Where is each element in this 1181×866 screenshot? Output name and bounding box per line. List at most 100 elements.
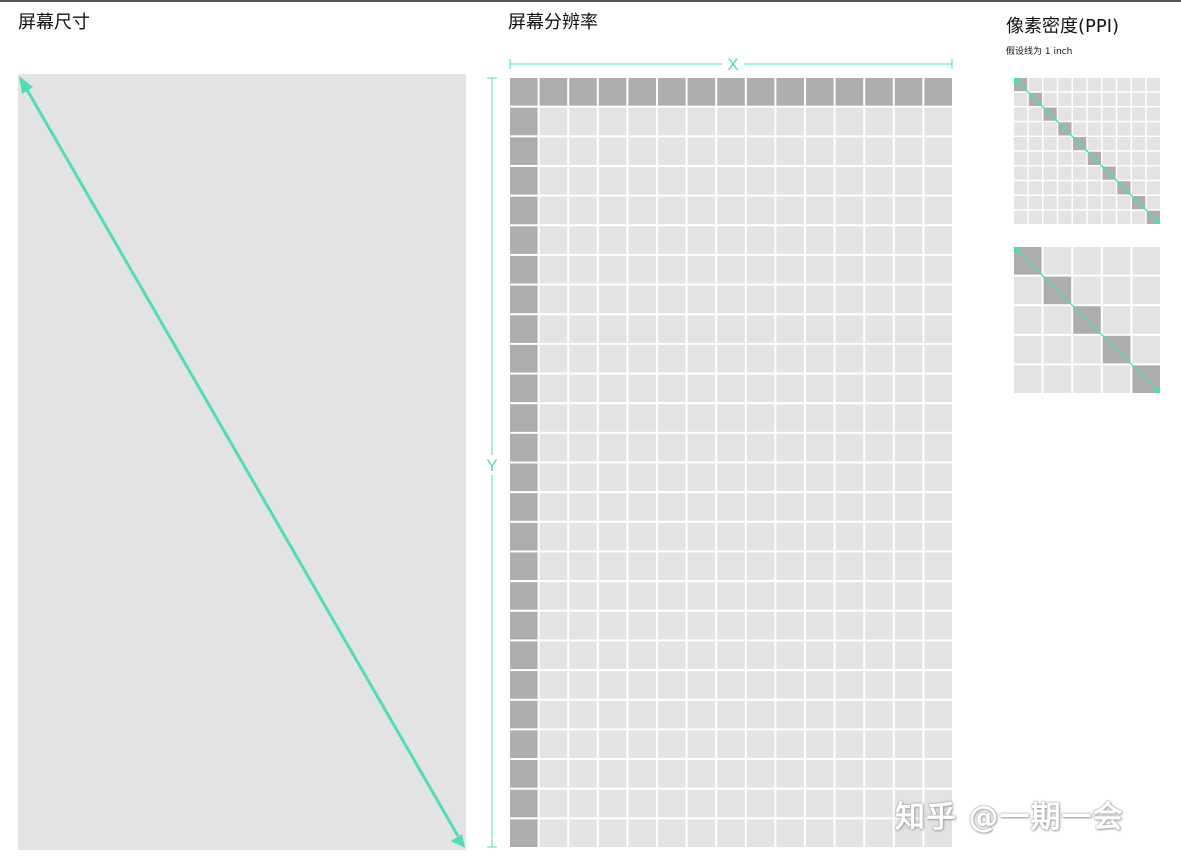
ppi-cell — [1073, 247, 1101, 275]
pixel-cell — [776, 463, 804, 492]
pixel-cell — [687, 285, 716, 314]
pixel-cell-edge — [510, 107, 538, 136]
pixel-cell — [865, 819, 893, 847]
pixel-cell — [924, 819, 952, 847]
ppi-cell — [1102, 151, 1116, 165]
pixel-cell — [806, 433, 834, 462]
pixel-cell-edge — [687, 78, 716, 106]
ppi-grid-high-density — [1013, 77, 1161, 225]
pixel-cell — [628, 315, 656, 343]
ppi-cell — [1014, 122, 1028, 136]
pixel-cell — [894, 196, 923, 225]
pixel-cell — [687, 196, 716, 225]
pixel-cell — [865, 789, 893, 818]
pixel-cell — [598, 374, 627, 403]
pixel-cell — [776, 107, 804, 136]
pixel-cell — [746, 463, 775, 492]
ppi-cell — [1117, 151, 1131, 165]
pixel-cell — [746, 137, 775, 165]
pixel-cell — [806, 107, 834, 136]
pixel-cell — [776, 671, 804, 699]
pixel-cell — [924, 374, 952, 403]
pixel-cell-edge — [510, 819, 538, 847]
pixel-cell — [569, 196, 597, 225]
pixel-cell — [569, 760, 597, 788]
pixel-cell — [865, 196, 893, 225]
pixel-cell — [569, 344, 597, 373]
ppi-cell — [1087, 166, 1101, 180]
pixel-cell — [598, 582, 627, 610]
pixel-cell — [924, 166, 952, 195]
pixel-cell — [776, 789, 804, 818]
ppi-cell — [1014, 107, 1028, 121]
ppi-cell — [1117, 137, 1131, 151]
pixel-cell-edge — [806, 78, 834, 106]
pixel-cell — [598, 255, 627, 284]
ppi-cell — [1028, 166, 1042, 180]
pixel-cell — [924, 315, 952, 343]
ppi-grid-low-density — [1013, 246, 1161, 394]
pixel-cell — [806, 582, 834, 610]
diagonal-arrow-end-icon — [451, 834, 465, 848]
pixel-cell — [687, 522, 716, 551]
pixel-cell — [628, 196, 656, 225]
pixel-cell — [717, 404, 745, 432]
pixel-cell — [776, 730, 804, 759]
pixel-cell — [835, 493, 864, 521]
ppi-cell — [1043, 196, 1057, 210]
pixel-cell — [687, 493, 716, 521]
pixel-cell — [924, 552, 952, 581]
ppi-cell — [1058, 166, 1072, 180]
pixel-cell — [598, 552, 627, 581]
pixel-cell — [658, 671, 686, 699]
ppi-cell — [1132, 151, 1146, 165]
pixel-cell — [776, 255, 804, 284]
pixel-cell — [539, 760, 568, 788]
pixel-cell — [746, 671, 775, 699]
pixel-cell — [539, 107, 568, 136]
ppi-cell — [1087, 78, 1101, 92]
pixel-cell — [865, 700, 893, 729]
pixel-cell — [746, 611, 775, 640]
pixel-cell — [746, 285, 775, 314]
pixel-cell-edge — [510, 789, 538, 818]
pixel-cell — [894, 760, 923, 788]
pixel-cell — [687, 641, 716, 670]
pixel-cell — [539, 166, 568, 195]
pixel-cell — [569, 493, 597, 521]
pixel-cell — [865, 255, 893, 284]
pixel-cell — [835, 137, 864, 165]
ppi-cell — [1102, 365, 1131, 393]
pixel-cell — [717, 582, 745, 610]
pixel-cell — [835, 789, 864, 818]
pixel-cell-edge — [510, 493, 538, 521]
pixel-cell — [865, 285, 893, 314]
pixel-cell-edge — [510, 552, 538, 581]
pixel-cell — [746, 700, 775, 729]
pixel-cell — [894, 315, 923, 343]
pixel-cell — [539, 730, 568, 759]
pixel-cell — [835, 433, 864, 462]
ppi-cell — [1146, 107, 1160, 121]
pixel-cell — [835, 226, 864, 254]
pixel-cell — [717, 671, 745, 699]
ppi-cell — [1146, 151, 1160, 165]
pixel-cell — [598, 137, 627, 165]
ppi-cell — [1102, 107, 1116, 121]
pixel-cell — [628, 522, 656, 551]
pixel-cell — [598, 493, 627, 521]
pixel-cell — [865, 137, 893, 165]
ppi-cell — [1132, 181, 1146, 195]
pixel-cell — [687, 552, 716, 581]
watermark: 知乎 @一期一会 — [895, 800, 1124, 835]
pixel-cell — [687, 582, 716, 610]
pixel-cell — [598, 107, 627, 136]
ppi-cell — [1117, 122, 1131, 136]
pixel-cell — [717, 226, 745, 254]
pixel-cell — [835, 552, 864, 581]
pixel-cell — [687, 463, 716, 492]
pixel-cell — [717, 493, 745, 521]
ppi-cell — [1028, 210, 1042, 224]
ppi-cell — [1102, 78, 1116, 92]
pixel-cell — [628, 582, 656, 610]
